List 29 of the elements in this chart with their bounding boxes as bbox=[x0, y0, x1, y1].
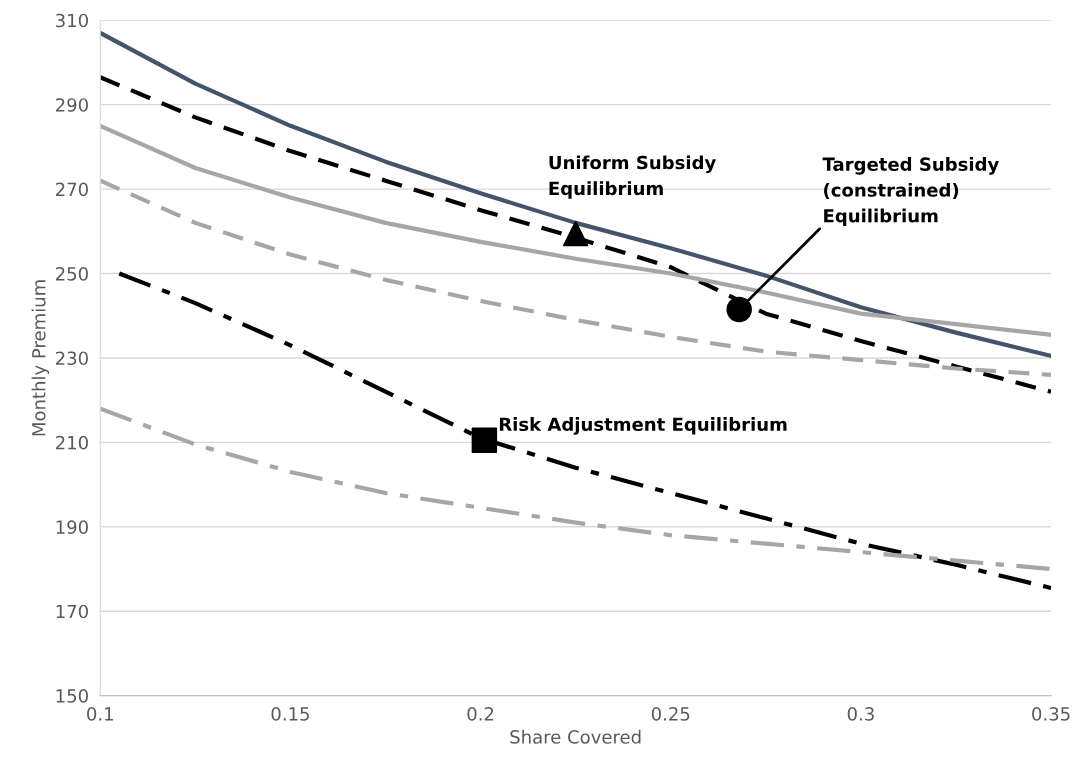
line-series bbox=[100, 178, 1052, 377]
y-tick-label: 210 bbox=[56, 435, 88, 450]
x-tick-label: 0.2 bbox=[467, 707, 494, 721]
x-tick-label: 0.1 bbox=[87, 707, 113, 721]
y-tick-label: 310 bbox=[56, 13, 88, 28]
point bbox=[562, 220, 589, 247]
x-tick-label: 0.25 bbox=[651, 707, 690, 721]
y-axis-title: Monthly Premium bbox=[31, 280, 50, 436]
x-tick-label: 0.35 bbox=[1032, 707, 1070, 721]
line-series bbox=[100, 406, 1052, 572]
annotation: Targeted Subsidy (constrained) Equilibrium bbox=[822, 157, 999, 227]
y-tick-label: 250 bbox=[56, 266, 88, 281]
x-tick-label: 0.3 bbox=[847, 707, 874, 721]
line-series bbox=[117, 271, 1052, 591]
line-series bbox=[100, 30, 1052, 358]
y-tick-label: 230 bbox=[56, 351, 88, 366]
y-tick-label: 270 bbox=[56, 182, 88, 197]
line-series bbox=[100, 123, 1052, 337]
annotation: Uniform Subsidy Equilibrium bbox=[549, 155, 716, 199]
point bbox=[471, 427, 498, 453]
line-series bbox=[100, 75, 1052, 394]
y-tick-label: 170 bbox=[56, 604, 88, 619]
x-axis-title: Share Covered bbox=[510, 729, 641, 744]
annotation: Risk Adjustment Equilibrium bbox=[499, 417, 787, 435]
y-tick-label: 150 bbox=[56, 689, 88, 703]
point bbox=[726, 296, 752, 323]
x-tick-label: 0.15 bbox=[271, 707, 309, 721]
y-tick-label: 290 bbox=[56, 98, 88, 112]
y-tick-label: 190 bbox=[56, 520, 88, 534]
